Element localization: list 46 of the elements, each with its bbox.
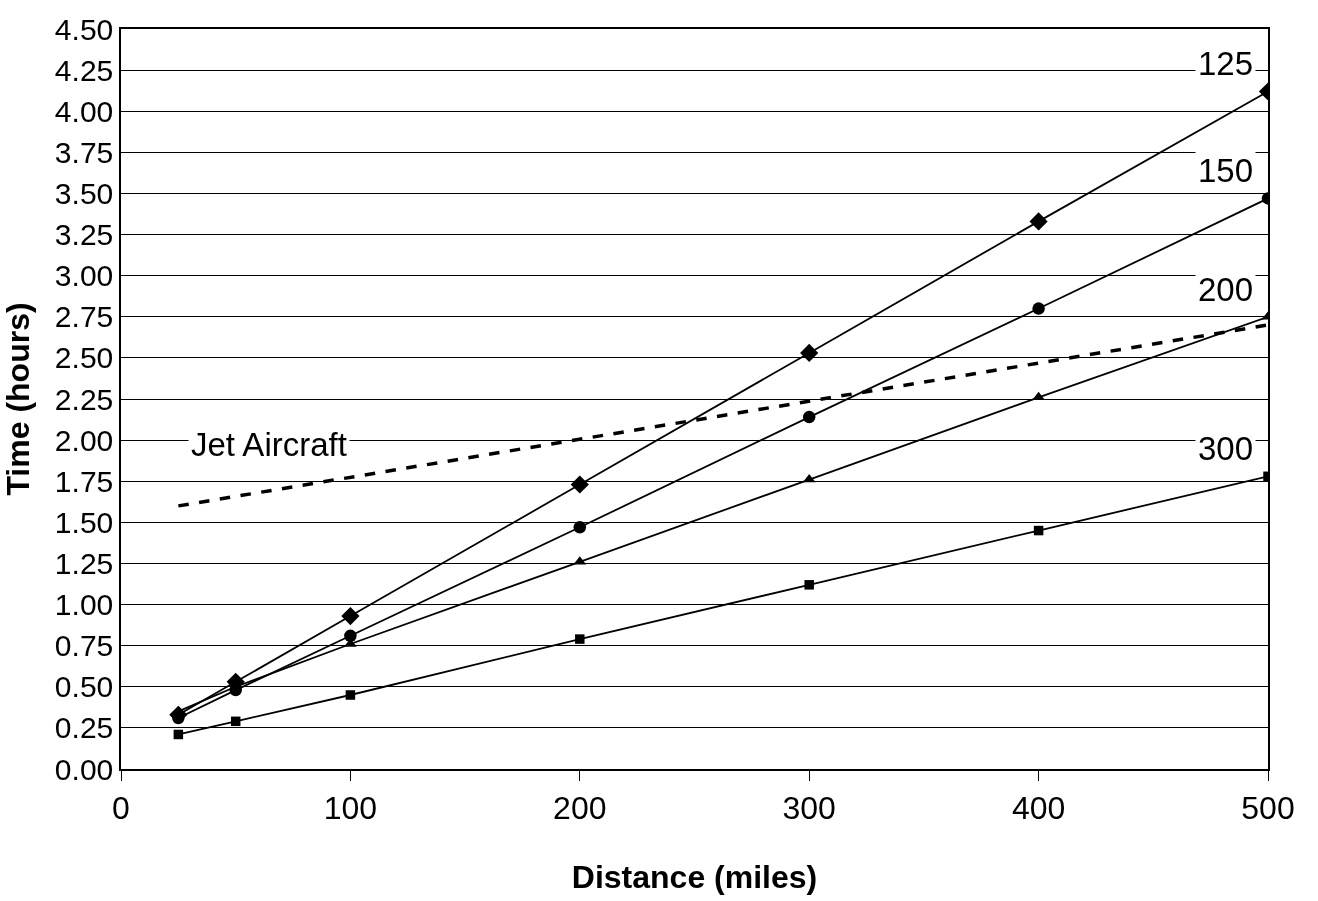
y-tick-label: 2.00	[54, 423, 114, 457]
y-tick-label: 3.75	[54, 135, 114, 169]
y-tick-label: 4.25	[54, 53, 114, 87]
point	[575, 634, 585, 644]
point	[173, 729, 184, 740]
x-tick-label: 200	[553, 790, 607, 827]
x-axis-title: Distance (miles)	[571, 858, 818, 895]
y-tick-label: 2.75	[54, 300, 114, 334]
y-tick-label: 4.50	[54, 12, 114, 46]
x-tick-label: 300	[782, 790, 836, 827]
point	[344, 629, 357, 643]
series-label: 200	[1198, 271, 1254, 308]
point	[570, 475, 589, 494]
y-tick-label: 0.00	[54, 752, 114, 786]
x-tick-label: 0	[112, 790, 130, 827]
point	[573, 521, 587, 534]
series-label: 300	[1198, 430, 1254, 467]
point	[341, 606, 360, 626]
point	[802, 410, 816, 424]
point	[800, 343, 819, 363]
x-tick-label: 500	[1241, 790, 1295, 827]
x-tick-label: 400	[1011, 790, 1066, 827]
y-tick-label: 3.50	[54, 176, 114, 210]
y-tick-label: 2.25	[54, 382, 114, 416]
y-tick-label: 1.25	[54, 546, 114, 580]
y-tick-label: 1.00	[54, 588, 114, 622]
point	[230, 716, 241, 727]
point	[345, 690, 356, 700]
point	[1029, 212, 1048, 231]
point	[804, 580, 814, 590]
y-tick-label: 3.00	[54, 259, 114, 293]
x-tick-label: 100	[323, 790, 378, 827]
series-label: 125	[1198, 45, 1254, 82]
y-tick-label: 0.25	[54, 711, 114, 745]
series-label: 150	[1198, 152, 1254, 189]
y-tick-label: 1.50	[54, 505, 114, 539]
y-tick-label: 4.00	[54, 94, 114, 128]
y-axis-title: Time (hours)	[0, 302, 36, 496]
y-tick-label: 0.75	[54, 629, 114, 663]
y-tick-label: 2.50	[54, 341, 114, 375]
y-tick-label: 0.50	[54, 670, 114, 704]
y-tick-label: 3.25	[54, 218, 114, 252]
point	[1033, 525, 1044, 536]
point	[1032, 302, 1045, 315]
y-tick-label: 1.75	[54, 464, 114, 498]
series-label: Jet Aircraft	[191, 426, 347, 463]
